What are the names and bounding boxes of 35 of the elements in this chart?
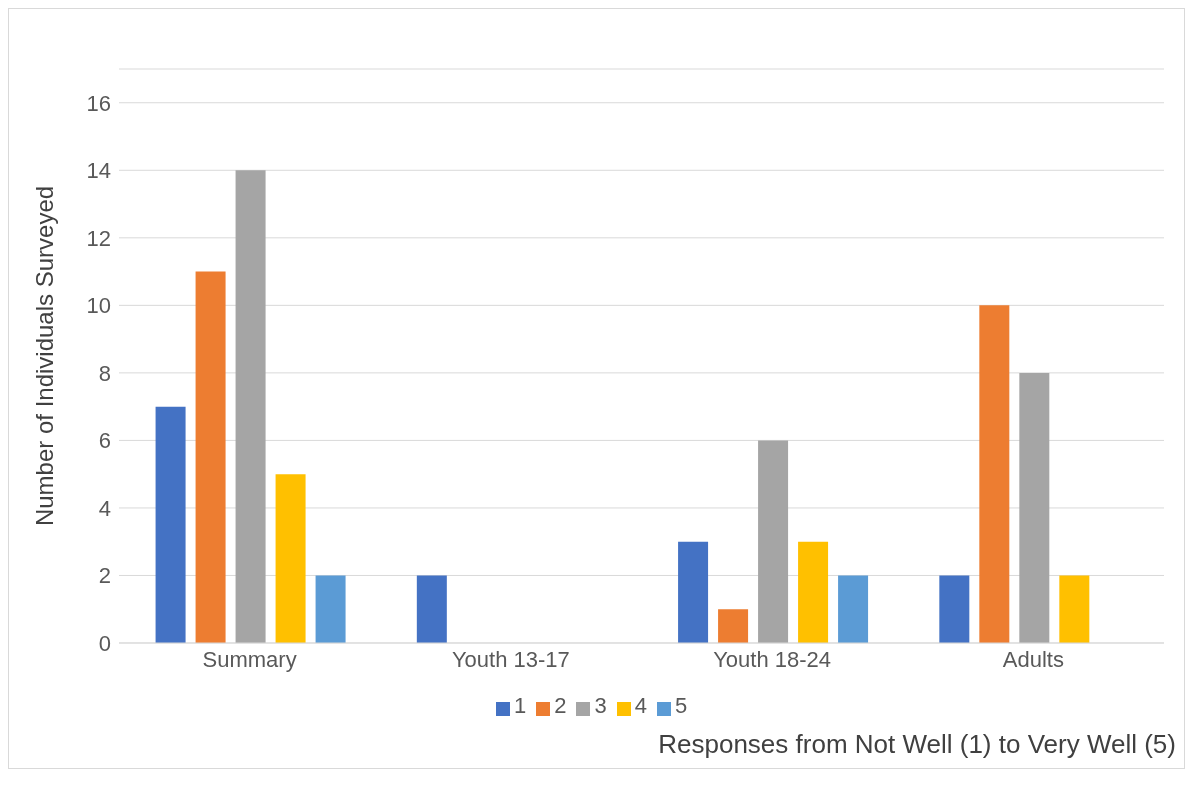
x-tick-label: Youth 18-24 [713,646,832,672]
bar [979,305,1010,643]
bar [155,406,186,643]
legend-label: 4 [634,693,647,718]
bar [718,609,749,643]
bar [838,575,869,643]
bar [235,170,266,643]
y-tick-label: 0 [98,630,111,656]
x-axis-title: Responses from Not Well (1) to Very Well (5) [657,729,1177,761]
y-tick-label: 6 [98,428,111,454]
legend-label: 3 [594,693,607,718]
x-tick-label: Adults [1002,646,1064,672]
y-tick-label: 4 [98,495,111,521]
bar [275,474,306,643]
y-tick-label: 12 [86,225,111,251]
legend-label: 5 [674,693,688,718]
legend-label: 2 [554,693,567,718]
bar [315,575,346,643]
bar [758,440,789,643]
y-tick-label: 10 [86,293,111,319]
bar [678,541,709,643]
y-axis-title: Number of Individuals Surveyed [30,185,58,527]
bar [416,575,447,643]
legend-label: 1 [513,693,527,718]
bar [195,271,226,643]
bar [798,541,829,643]
x-tick-label: Youth 13-17 [451,646,570,672]
bar [939,575,970,643]
y-tick-label: 2 [98,563,111,589]
y-tick-label: 16 [86,90,111,116]
y-tick-label: 8 [98,360,111,386]
y-tick-label: 14 [86,158,111,184]
bar [1019,372,1050,643]
x-tick-label: Summary [202,646,297,672]
bar [1059,575,1090,643]
